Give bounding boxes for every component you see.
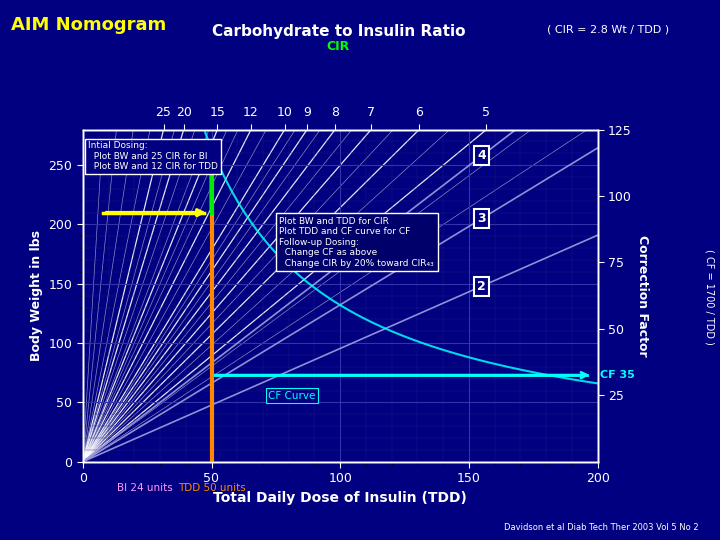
Y-axis label: Body Weight in lbs: Body Weight in lbs (30, 230, 43, 361)
Text: TDD 50 units: TDD 50 units (178, 483, 246, 493)
Text: ( CIR = 2.8 Wt / TDD ): ( CIR = 2.8 Wt / TDD ) (547, 24, 670, 35)
Text: AIM Nomogram: AIM Nomogram (11, 16, 166, 34)
Text: 4: 4 (477, 149, 486, 162)
Text: Davidson et al Diab Tech Ther 2003 Vol 5 No 2: Davidson et al Diab Tech Ther 2003 Vol 5… (504, 523, 698, 532)
X-axis label: Total Daily Dose of Insulin (TDD): Total Daily Dose of Insulin (TDD) (213, 491, 467, 505)
Text: Carbohydrate to Insulin Ratio: Carbohydrate to Insulin Ratio (212, 24, 465, 39)
Text: CIR: CIR (327, 40, 350, 53)
Text: 3: 3 (477, 212, 486, 225)
Text: BI 24 units: BI 24 units (117, 483, 173, 493)
Y-axis label: Correction Factor: Correction Factor (636, 235, 649, 356)
Text: CF Curve: CF Curve (268, 390, 315, 401)
Text: Intial Dosing:
  Plot BW and 25 CIR for BI
  Plot BW and 12 CIR for TDD: Intial Dosing: Plot BW and 25 CIR for BI… (88, 141, 218, 171)
Text: 2: 2 (477, 280, 486, 293)
Text: Plot BW and TDD for CIR
Plot TDD and CF curve for CF
Follow-up Dosing:
  Change : Plot BW and TDD for CIR Plot TDD and CF … (279, 217, 434, 268)
Text: ( CF = 1700 / TDD ): ( CF = 1700 / TDD ) (704, 249, 714, 345)
Text: CF 35: CF 35 (600, 370, 635, 380)
